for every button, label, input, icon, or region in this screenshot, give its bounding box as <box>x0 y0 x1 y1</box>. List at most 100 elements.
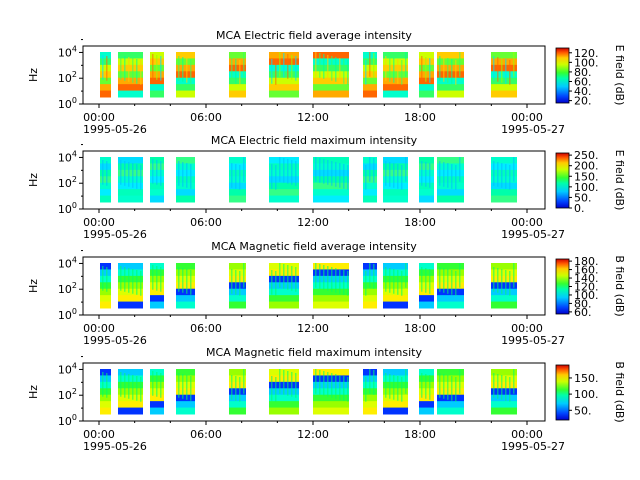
data-segment <box>176 157 195 203</box>
x-tick-label: 00:00 <box>83 216 115 229</box>
x-tick-label: 12:00 <box>297 216 329 229</box>
colorbar-tick-label: 100. <box>574 388 599 401</box>
y-tick-label: 102 <box>58 281 77 296</box>
data-segment <box>229 263 246 309</box>
data-segment <box>383 263 408 309</box>
axes-frame <box>82 256 546 316</box>
data-segment <box>118 157 143 203</box>
data-segment <box>491 369 517 415</box>
data-segment <box>363 369 377 415</box>
x-tick-label: 18:00 <box>404 322 436 335</box>
y-tick-label: 100 <box>58 413 77 428</box>
data-segment <box>176 52 195 98</box>
data-segment <box>383 369 408 415</box>
x-tick-label: 06:00 <box>190 111 222 124</box>
colorbar-tick-label: 140. <box>574 272 599 285</box>
y-tick-label: 104 <box>58 44 77 59</box>
data-segment <box>383 52 408 98</box>
y-axis-label: Hz <box>27 279 40 293</box>
y-tick-label: 104 <box>58 255 77 270</box>
x-tick-label: 00:00 <box>511 216 543 229</box>
data-segment <box>229 52 246 98</box>
data-segment <box>150 52 164 98</box>
colorbar-tick-label: 50. <box>574 404 592 417</box>
panel-title: MCA Magnetic field maximum intensity <box>206 346 422 359</box>
panel-2: MCA Electric field maximum intensity Hz 10… <box>27 134 626 241</box>
colorbar-tick-label: 150. <box>574 170 599 183</box>
data-segment <box>269 52 299 98</box>
data-segment <box>419 52 434 98</box>
y-tick-label: 104 <box>58 149 77 164</box>
data-segment <box>100 263 111 309</box>
x-tick-label: 06:00 <box>190 322 222 335</box>
data-segment <box>491 52 517 98</box>
y-axis-label: Hz <box>27 385 40 399</box>
colorbar <box>555 47 570 104</box>
data-segment <box>176 369 195 415</box>
panel-3: MCA Magnetic field average intensity Hz 10… <box>27 240 626 347</box>
data-segment <box>118 263 143 309</box>
colorbar-tick-label: 100. <box>574 56 599 69</box>
colorbar-label: E field (dB) <box>613 150 626 211</box>
data-segment <box>118 52 143 98</box>
x-date-start: 1995-05-26 <box>83 228 147 241</box>
colorbar-tick-label: 80. <box>574 66 592 79</box>
x-tick-label: 06:00 <box>190 216 222 229</box>
colorbar <box>555 258 570 315</box>
data-segment <box>313 157 349 203</box>
x-date-start: 1995-05-26 <box>83 334 147 347</box>
data-segment <box>437 369 464 415</box>
data-segment <box>383 157 408 203</box>
y-tick-label: 100 <box>58 96 77 111</box>
x-date-end: 1995-05-27 <box>501 123 565 136</box>
x-date-end: 1995-05-27 <box>501 440 565 453</box>
data-segment <box>437 157 464 203</box>
x-tick-label: 00:00 <box>511 428 543 441</box>
colorbar-tick-label: 60. <box>574 75 592 88</box>
data-segment <box>150 263 164 309</box>
x-tick-label: 12:00 <box>297 322 329 335</box>
x-date-end: 1995-05-27 <box>501 228 565 241</box>
data-segment <box>150 369 164 415</box>
data-segment <box>437 52 464 98</box>
x-tick-label: 12:00 <box>297 428 329 441</box>
x-tick-label: 06:00 <box>190 428 222 441</box>
colorbar-tick-label: 150. <box>574 372 599 385</box>
y-tick-label: 100 <box>58 307 77 322</box>
colorbar <box>555 364 570 421</box>
data-segment <box>491 157 517 203</box>
colorbar-tick-label: 200. <box>574 160 599 173</box>
x-tick-label: 00:00 <box>511 111 543 124</box>
x-tick-label: 00:00 <box>83 322 115 335</box>
y-tick-label: 104 <box>58 361 77 376</box>
data-segment <box>269 263 299 309</box>
colorbar-label: E field (dB) <box>613 45 626 106</box>
colorbar-tick-label: 120. <box>574 281 599 294</box>
colorbar-tick-label: 50. <box>574 191 592 204</box>
y-tick-label: 102 <box>58 175 77 190</box>
x-date-end: 1995-05-27 <box>501 334 565 347</box>
data-segment <box>313 263 349 309</box>
panel-title: MCA Electric field average intensity <box>216 29 412 42</box>
data-segment <box>118 369 143 415</box>
data-segment <box>100 157 111 203</box>
data-segment <box>229 157 246 203</box>
data-segment <box>491 263 517 309</box>
colorbar-label: B field (dB) <box>613 255 626 316</box>
y-tick-label: 102 <box>58 70 77 85</box>
data-segment <box>363 52 377 98</box>
data-segment <box>176 263 195 309</box>
data-segment <box>437 263 464 309</box>
colorbar-tick-label: 100. <box>574 181 599 194</box>
y-tick-label: 102 <box>58 387 77 402</box>
axes-frame <box>82 45 546 105</box>
colorbar-tick-label: 20. <box>574 95 592 108</box>
x-tick-label: 18:00 <box>404 216 436 229</box>
y-axis-label: Hz <box>27 173 40 187</box>
axes-frame <box>82 150 546 210</box>
data-segment <box>100 369 111 415</box>
colorbar-tick-label: 250. <box>574 149 599 162</box>
x-tick-label: 00:00 <box>511 322 543 335</box>
x-date-start: 1995-05-26 <box>83 440 147 453</box>
